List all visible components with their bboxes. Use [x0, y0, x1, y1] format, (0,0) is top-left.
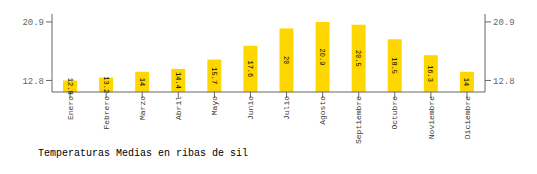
svg-text:13.2: 13.2 — [102, 76, 110, 93]
svg-text:Junio: Junio — [246, 96, 255, 120]
svg-text:Enero: Enero — [66, 96, 75, 120]
svg-text:12.8: 12.8 — [22, 77, 44, 87]
svg-text:Octubre: Octubre — [390, 96, 399, 130]
svg-text:17.6: 17.6 — [246, 60, 254, 77]
svg-text:20.5: 20.5 — [354, 50, 362, 67]
svg-text:20.9: 20.9 — [22, 18, 44, 28]
svg-text:Julio: Julio — [282, 96, 291, 120]
html-text:Temperaturas Medias en ribas d: Temperaturas Medias en ribas de sil — [38, 148, 248, 159]
svg-text:14: 14 — [138, 78, 146, 86]
svg-text:14.4: 14.4 — [174, 72, 182, 89]
svg-text:18.5: 18.5 — [390, 57, 398, 74]
svg-text:20.9: 20.9 — [318, 49, 326, 66]
svg-text:14: 14 — [462, 78, 470, 86]
svg-text:Marzo: Marzo — [138, 96, 147, 120]
svg-text:Abril: Abril — [174, 96, 183, 120]
svg-text:Mayo: Mayo — [210, 96, 219, 115]
svg-text:20.9: 20.9 — [493, 18, 515, 28]
svg-text:20: 20 — [282, 56, 290, 64]
svg-text:Septiembre: Septiembre — [354, 96, 363, 144]
svg-text:Agosto: Agosto — [318, 96, 327, 125]
svg-text:Diciembre: Diciembre — [463, 96, 472, 139]
svg-text:Noviembre: Noviembre — [427, 96, 436, 139]
svg-text:16.3: 16.3 — [426, 65, 434, 82]
svg-text:Febrero: Febrero — [102, 96, 111, 130]
svg-text:12.8: 12.8 — [66, 78, 74, 95]
svg-text:12.8: 12.8 — [493, 77, 515, 87]
svg-text:15.7: 15.7 — [210, 67, 218, 84]
